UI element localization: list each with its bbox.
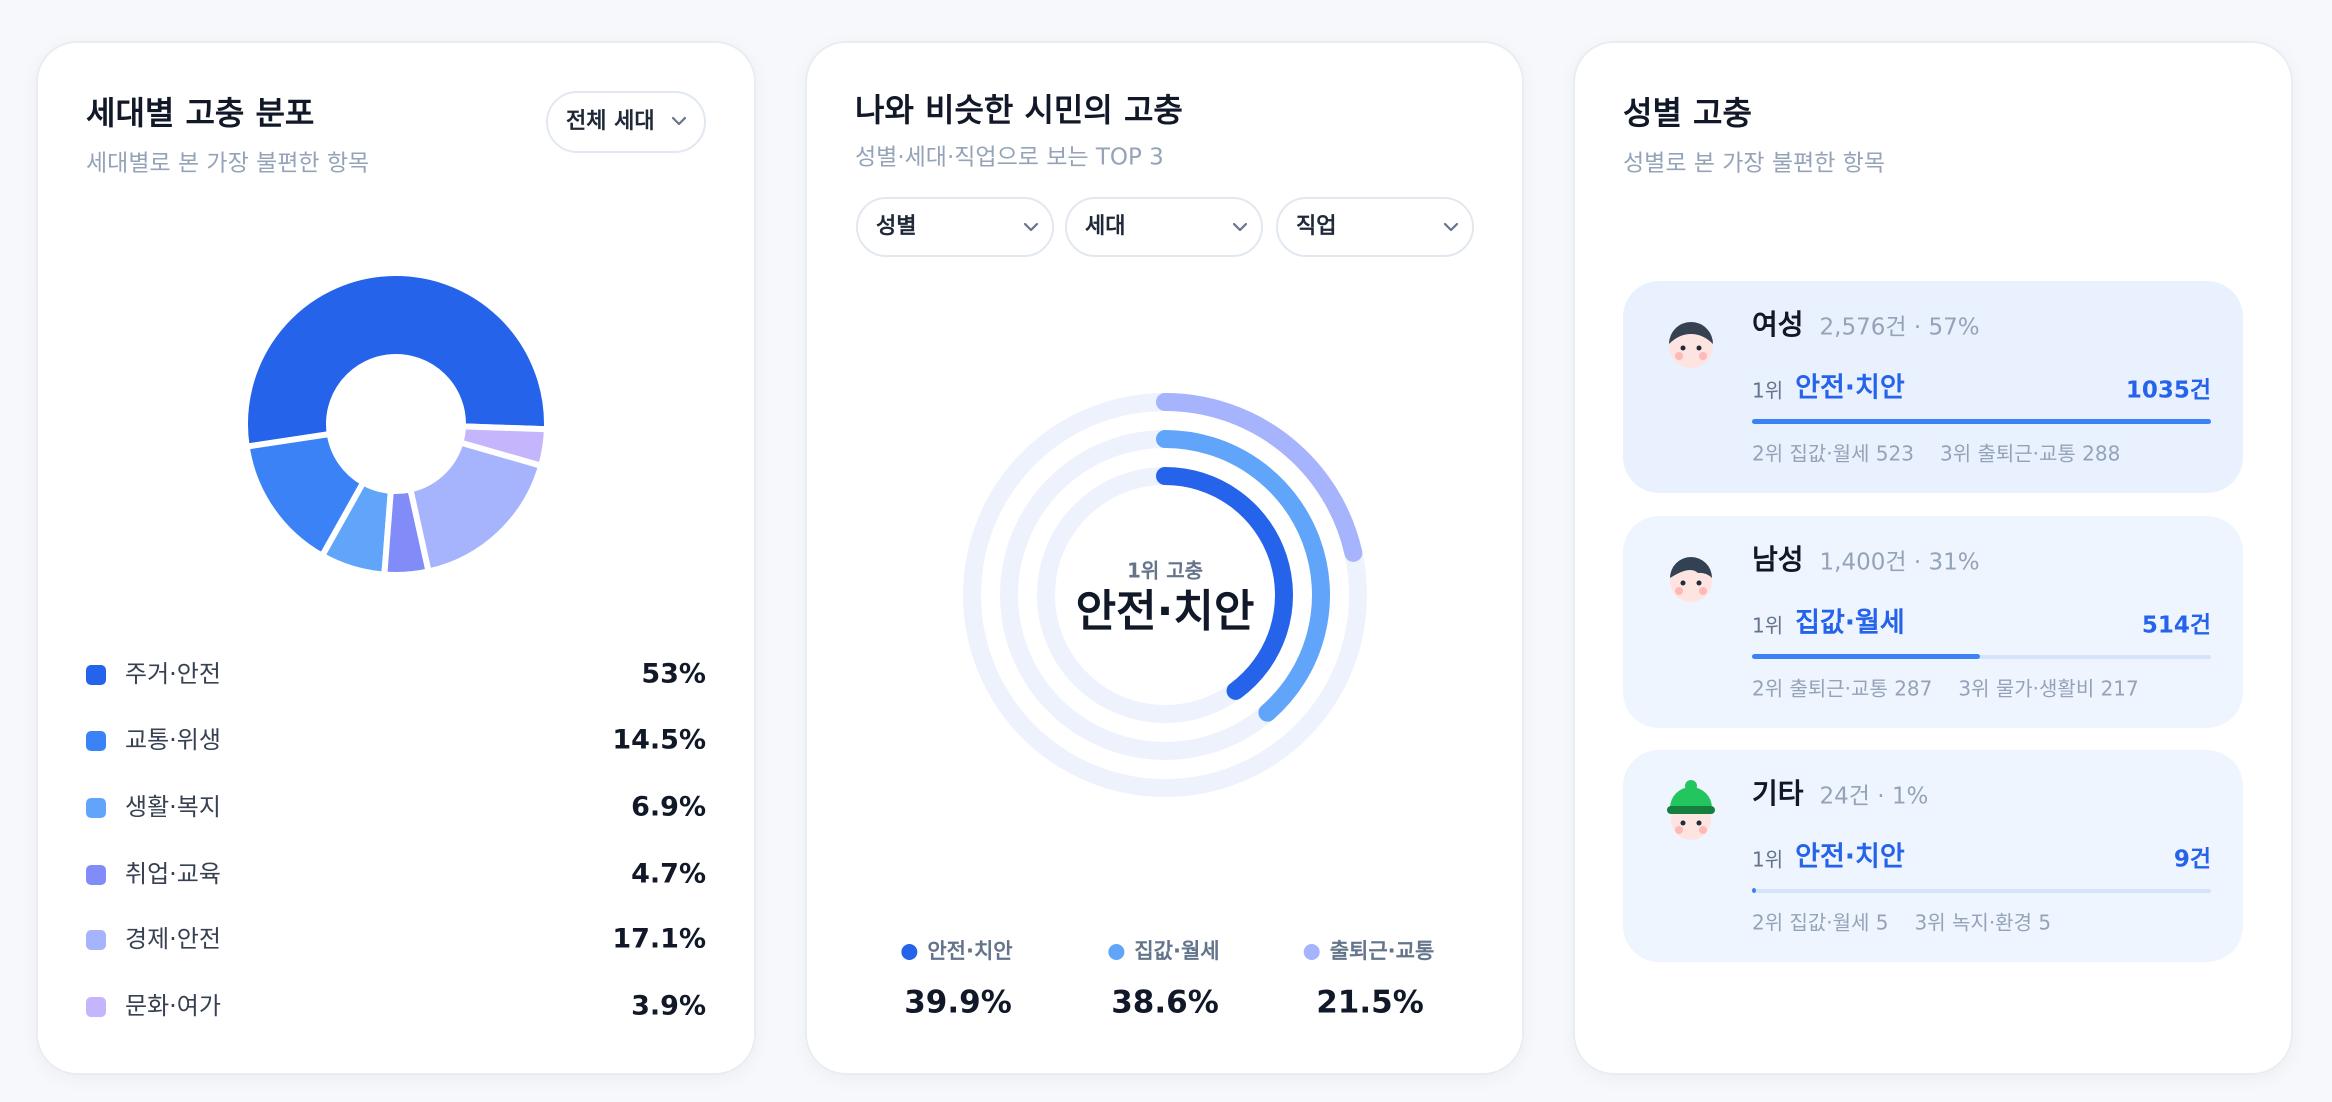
legend-label: 생활·복지 <box>125 793 221 821</box>
chevron <box>1232 222 1248 232</box>
ring-arc <box>1156 430 1330 722</box>
rank-label: 1위 <box>1752 848 1783 872</box>
count-bar <box>1752 654 1980 659</box>
gender-name: 여성 <box>1752 308 1804 341</box>
legend-swatch <box>86 865 106 885</box>
center-value: 안전·치안 <box>1076 586 1255 637</box>
legend-label: 주거·안전 <box>125 660 221 688</box>
top-item: 안전·치안 <box>1795 842 1905 873</box>
legend: 안전·치안 39.9% 집값·월세 38.6% 출퇴근·교통 21.5% <box>901 939 1434 1021</box>
rank-label: 1위 <box>1752 614 1783 638</box>
other-rank: 2위 집값·월세 523 <box>1752 442 1914 466</box>
top-count: 514건 <box>2142 613 2211 639</box>
legend-value: 39.9% <box>904 985 1012 1021</box>
gender-item <box>1623 516 2243 728</box>
center-label: 1위 고충 <box>1127 559 1203 583</box>
card-title: 성별 고충 <box>1623 94 1752 132</box>
top-count: 9건 <box>2174 847 2211 873</box>
dropdown-label: 전체 세대 <box>566 109 655 134</box>
donut-segment <box>457 423 550 469</box>
other-rank: 3위 출퇴근·교통 288 <box>1940 442 2120 466</box>
legend-value: 3.9% <box>631 991 706 1022</box>
ring-arc <box>1156 467 1293 700</box>
filter-label: 성별 <box>876 214 916 239</box>
gender-name: 남성 <box>1752 543 1804 576</box>
top-item: 집값·월세 <box>1795 608 1905 639</box>
legend-value: 14.5% <box>612 725 706 756</box>
donut-segment <box>407 439 545 575</box>
legend-value: 53% <box>641 659 706 690</box>
other-rank: 3위 녹지·환경 5 <box>1915 911 2052 935</box>
gender-meta: 2,576건 · 57% <box>1820 315 1980 341</box>
top-count: 1035건 <box>2126 378 2211 404</box>
avatar-other <box>1667 780 1715 840</box>
legend-dot <box>901 944 918 960</box>
gender-item <box>1623 281 2243 493</box>
donut-chart <box>242 270 550 578</box>
gender-item <box>1623 750 2243 962</box>
legend-value: 17.1% <box>612 924 706 955</box>
legend-swatch <box>86 665 106 685</box>
top-item: 안전·치안 <box>1795 373 1905 404</box>
gender-meta: 1,400건 · 31% <box>1820 550 1980 576</box>
chevron <box>1023 222 1039 232</box>
card-subtitle: 성별·세대·직업으로 보는 TOP 3 <box>855 145 1164 171</box>
filter-label: 직업 <box>1296 214 1336 239</box>
card-title: 세대별 고충 분포 <box>86 94 314 132</box>
legend-dot <box>1108 944 1125 960</box>
rank-label: 1위 <box>1752 379 1783 403</box>
gender-filter[interactable] <box>856 197 1054 257</box>
chevron <box>671 116 687 126</box>
legend-label: 집값·월세 <box>1134 939 1219 963</box>
legend-label: 출퇴근·교통 <box>1330 939 1435 963</box>
legend-label: 경제·안전 <box>125 925 221 953</box>
age-filter[interactable] <box>1065 197 1263 257</box>
count-bar <box>1752 419 2211 424</box>
legend-value: 6.9% <box>631 792 706 823</box>
legend-label: 취업·교육 <box>125 860 221 888</box>
similar-card <box>805 41 1524 1075</box>
count-bar <box>1752 888 1756 893</box>
bar-track <box>1752 889 2211 893</box>
avatar-female <box>1669 322 1713 368</box>
card-subtitle: 세대별로 본 가장 불편한 항목 <box>86 151 369 177</box>
other-rank: 3위 물가·생활비 217 <box>1958 677 2138 701</box>
legend-value: 21.5% <box>1316 985 1424 1021</box>
legend-swatch <box>86 798 106 818</box>
generation-dropdown[interactable] <box>546 91 706 153</box>
gender-name: 기타 <box>1752 777 1804 810</box>
job-filter[interactable] <box>1276 197 1474 257</box>
legend-value: 38.6% <box>1111 985 1219 1021</box>
chevron <box>1443 222 1459 232</box>
card-title: 나와 비슷한 시민의 고충 <box>855 91 1183 129</box>
legend-label: 안전·치안 <box>927 939 1012 963</box>
ring-arc <box>1156 393 1363 562</box>
legend-label: 문화·여가 <box>125 992 221 1020</box>
filter-label: 세대 <box>1085 214 1125 239</box>
other-rank: 2위 출퇴근·교통 287 <box>1752 677 1932 701</box>
gender-meta: 24건 · 1% <box>1820 784 1929 810</box>
other-rank: 2위 집값·월세 5 <box>1752 911 1889 935</box>
donut-segment <box>242 270 550 450</box>
legend-swatch <box>86 930 106 950</box>
legend-value: 4.7% <box>631 859 706 890</box>
card-subtitle: 성별로 본 가장 불편한 항목 <box>1623 151 1885 177</box>
legend-label: 교통·위생 <box>125 726 221 754</box>
avatar-male <box>1670 557 1712 602</box>
legend-swatch <box>86 997 106 1017</box>
legend-dot <box>1303 944 1320 960</box>
legend: 주거·안전 53% 교통·위생 14.5% 생활·복지 6.9% 취업·교육 4.7% 경제·안… <box>86 659 706 1022</box>
ring-chart <box>963 393 1367 797</box>
legend-swatch <box>86 731 106 751</box>
donut-segment <box>243 431 367 559</box>
